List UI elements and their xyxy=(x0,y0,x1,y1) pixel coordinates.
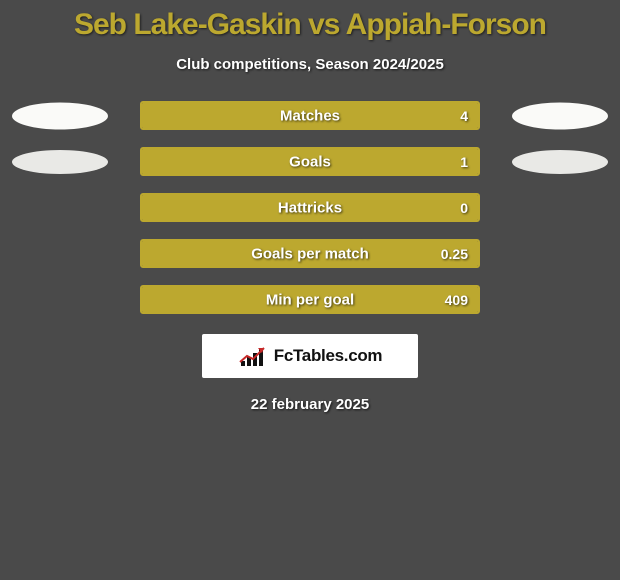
stat-bar-fill xyxy=(142,241,478,266)
bars-with-arrow-icon xyxy=(238,344,268,368)
stat-bar-fill xyxy=(142,195,478,220)
stat-row: Goals per match0.25 xyxy=(0,239,620,268)
stat-bar-fill xyxy=(142,149,478,174)
left-marker xyxy=(12,102,108,129)
stat-bar: Goals per match0.25 xyxy=(140,239,480,268)
stat-row: Hattricks0 xyxy=(0,193,620,222)
logo-text: FcTables.com xyxy=(274,346,383,366)
fctables-logo: FcTables.com xyxy=(202,334,418,378)
stat-bar-fill xyxy=(142,103,478,128)
stat-rows: Matches4 Goals1 Hattricks0 Goals per match0… xyxy=(0,101,620,314)
right-marker xyxy=(512,150,608,174)
right-marker xyxy=(512,102,608,129)
stat-bar: Goals1 xyxy=(140,147,480,176)
stat-bar-fill xyxy=(142,287,478,312)
stat-bar: Matches4 xyxy=(140,101,480,130)
comparison-title: Seb Lake-Gaskin vs Appiah-Forson xyxy=(0,0,620,42)
stat-row: Min per goal409 xyxy=(0,285,620,314)
stat-bar: Hattricks0 xyxy=(140,193,480,222)
comparison-subtitle: Club competitions, Season 2024/2025 xyxy=(0,56,620,73)
snapshot-date: 22 february 2025 xyxy=(0,396,620,413)
stat-row: Goals1 xyxy=(0,147,620,176)
stat-row: Matches4 xyxy=(0,101,620,130)
left-marker xyxy=(12,150,108,174)
stat-bar: Min per goal409 xyxy=(140,285,480,314)
